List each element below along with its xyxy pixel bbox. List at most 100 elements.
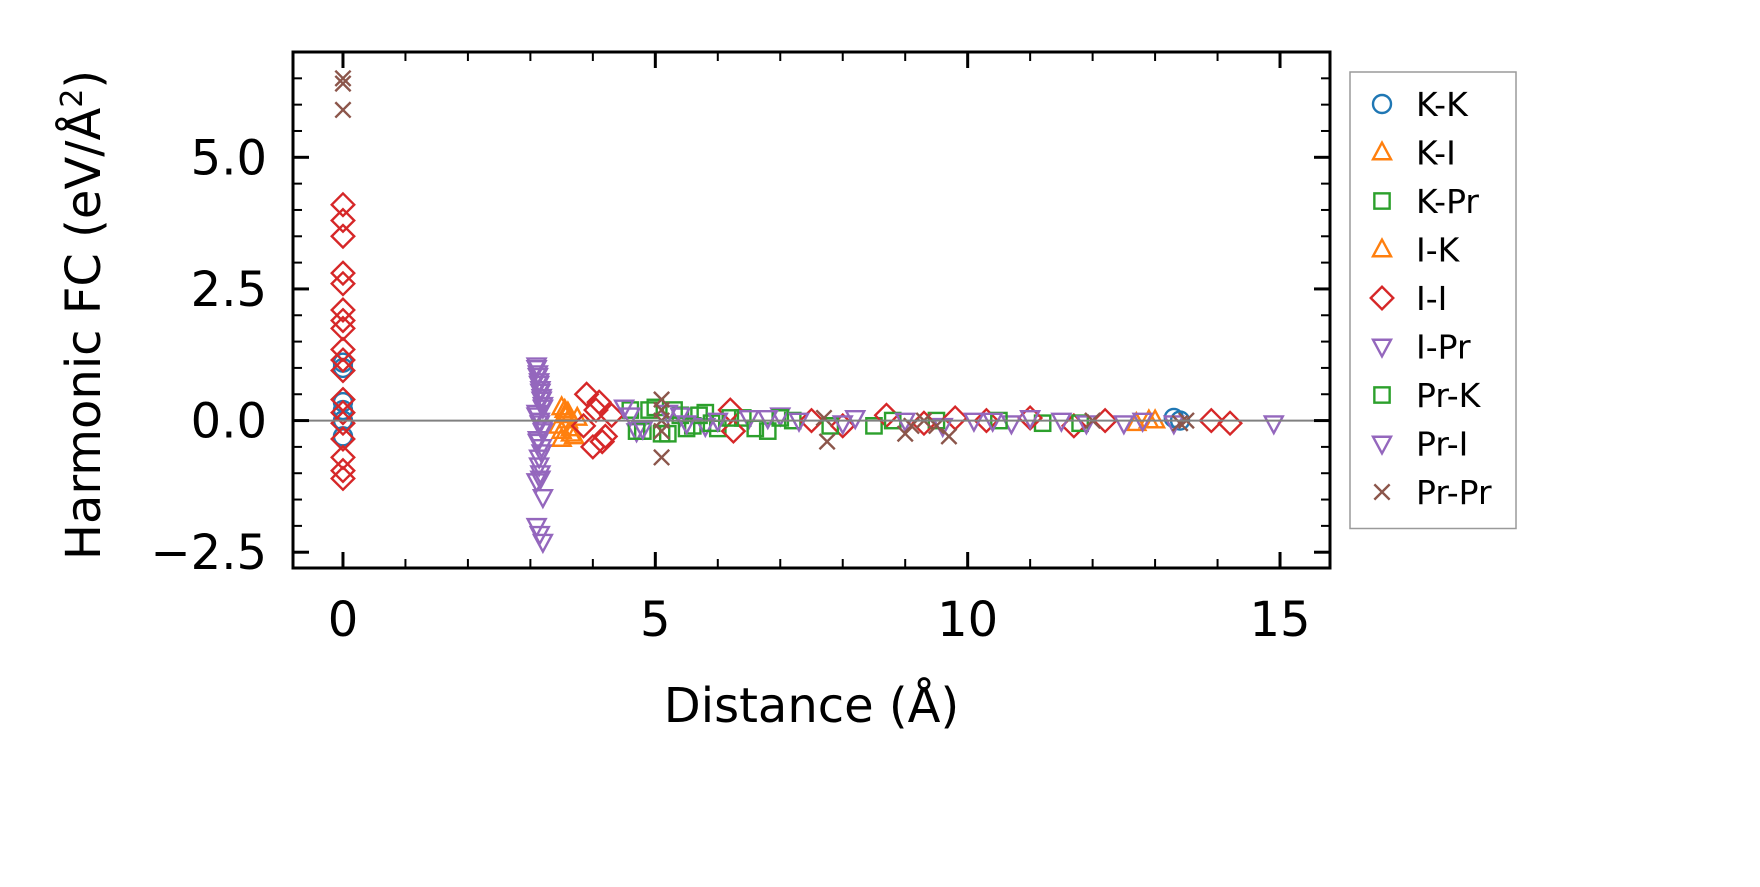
point-pr-pr bbox=[334, 69, 352, 87]
point-pr-pr bbox=[334, 101, 352, 119]
point-i-i bbox=[573, 381, 600, 408]
point-pr-k bbox=[627, 422, 646, 440]
legend-label: I-Pr bbox=[1416, 328, 1471, 367]
point-i-i bbox=[330, 457, 356, 484]
point-i-pr bbox=[1000, 415, 1023, 436]
point-i-i bbox=[330, 270, 356, 297]
point-pr-i bbox=[531, 423, 554, 444]
point-i-i bbox=[330, 207, 356, 234]
y-axis-label-main: Harmonic FC (eV/Å bbox=[55, 108, 112, 561]
legend-item: K-I bbox=[1370, 134, 1456, 173]
point-k-pr bbox=[865, 416, 883, 435]
point-pr-k bbox=[665, 401, 683, 419]
point-pr-i bbox=[706, 412, 729, 433]
point-i-k bbox=[553, 397, 576, 418]
legend-item: I-K bbox=[1370, 231, 1461, 270]
x-tick-label: 10 bbox=[937, 592, 998, 648]
point-i-i bbox=[720, 418, 747, 445]
series-pr-pr bbox=[334, 69, 1195, 466]
x-tick-label: 0 bbox=[328, 592, 359, 648]
point-pr-pr bbox=[940, 427, 958, 445]
point-i-i bbox=[586, 389, 613, 416]
point-pr-i bbox=[619, 407, 642, 428]
point-pr-i bbox=[756, 409, 779, 431]
point-i-pr bbox=[1112, 415, 1135, 436]
point-pr-i bbox=[894, 412, 917, 433]
legend-label: I-I bbox=[1416, 279, 1447, 318]
point-i-i bbox=[589, 428, 616, 455]
point-i-i bbox=[330, 357, 356, 384]
legend: K-K K-I K-Pr I-K I-I I-Pr Pr-K Pr-I Pr-Pr bbox=[1349, 71, 1517, 530]
legend-marker-k-k bbox=[1371, 93, 1393, 115]
point-pr-i bbox=[526, 433, 549, 455]
y-tick-label: 5.0 bbox=[191, 130, 267, 186]
point-pr-i bbox=[530, 444, 553, 465]
legend-marker-pr-k bbox=[1373, 386, 1391, 404]
point-i-i bbox=[570, 412, 597, 439]
legend-marker-pr-i bbox=[1370, 435, 1394, 456]
legend-item: I-I bbox=[1369, 279, 1447, 318]
point-i-i bbox=[1198, 407, 1225, 434]
y-tick-label: −2.5 bbox=[150, 525, 267, 581]
legend-label: K-Pr bbox=[1416, 182, 1479, 221]
point-i-i bbox=[798, 407, 825, 434]
x-axis-label: Distance (Å) bbox=[664, 677, 959, 734]
point-pr-k bbox=[721, 409, 740, 427]
series-i-i bbox=[330, 191, 1243, 492]
point-pr-pr bbox=[818, 433, 836, 451]
point-i-i bbox=[873, 402, 900, 429]
legend-marker-pr-pr bbox=[1373, 483, 1391, 501]
legend-item: Pr-I bbox=[1370, 425, 1468, 464]
point-i-k bbox=[559, 421, 583, 442]
y-axis-label: Harmonic FC (eV/Å2) bbox=[55, 70, 112, 560]
point-pr-i bbox=[529, 470, 552, 491]
point-i-k bbox=[1144, 408, 1167, 429]
point-i-i bbox=[330, 297, 356, 323]
point-i-i bbox=[330, 191, 356, 218]
point-pr-i bbox=[981, 412, 1004, 433]
point-pr-i bbox=[675, 415, 698, 436]
plot-frame bbox=[291, 50, 1332, 570]
point-i-k bbox=[550, 426, 573, 447]
y-tick-label: 2.5 bbox=[191, 262, 267, 318]
legend-label: K-K bbox=[1416, 85, 1469, 124]
point-i-i bbox=[330, 399, 356, 426]
point-pr-i bbox=[631, 420, 654, 441]
legend-marker-i-pr bbox=[1370, 338, 1394, 359]
legend-label: K-I bbox=[1416, 134, 1456, 173]
point-pr-i bbox=[1075, 415, 1098, 436]
point-i-pr bbox=[531, 488, 554, 510]
legend-marker-k-i bbox=[1370, 140, 1394, 161]
point-i-i bbox=[330, 223, 356, 250]
point-pr-i bbox=[1019, 409, 1042, 431]
point-i-i bbox=[1217, 410, 1243, 437]
legend-marker-i-k bbox=[1370, 237, 1394, 258]
x-tick-label: 5 bbox=[640, 592, 671, 648]
y-axis-label-close: ) bbox=[56, 70, 112, 89]
point-pr-pr bbox=[653, 422, 671, 440]
legend-box bbox=[1349, 71, 1517, 530]
point-i-pr bbox=[694, 417, 717, 439]
legend-item: Pr-Pr bbox=[1373, 473, 1492, 512]
point-i-i bbox=[330, 260, 356, 287]
legend-label: Pr-I bbox=[1416, 425, 1468, 464]
legend-label: Pr-K bbox=[1416, 376, 1482, 415]
ticks-layer bbox=[293, 52, 1330, 568]
point-i-i bbox=[330, 347, 356, 373]
point-pr-pr bbox=[653, 448, 671, 466]
point-i-i bbox=[330, 410, 356, 437]
point-i-pr bbox=[1050, 412, 1073, 433]
point-pr-i bbox=[831, 415, 854, 436]
point-i-i bbox=[330, 307, 356, 334]
legend-marker-k-pr bbox=[1373, 192, 1391, 210]
point-k-i bbox=[556, 400, 579, 421]
legend-marker-i-i bbox=[1369, 285, 1395, 311]
legend-label: I-K bbox=[1416, 231, 1461, 270]
point-i-pr bbox=[525, 473, 548, 494]
y-axis-label-superscript: 2 bbox=[55, 89, 90, 108]
point-i-i bbox=[592, 423, 619, 450]
point-i-pr bbox=[769, 407, 792, 428]
point-i-i bbox=[330, 426, 356, 452]
